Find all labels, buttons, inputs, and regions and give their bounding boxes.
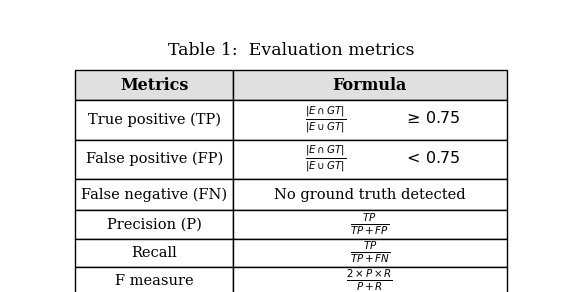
Bar: [233, 267, 507, 292]
Bar: [76, 179, 233, 211]
Bar: [76, 100, 233, 140]
Bar: [233, 239, 507, 267]
Bar: [233, 100, 507, 140]
Text: No ground truth detected: No ground truth detected: [274, 188, 466, 202]
Text: $\frac{TP}{TP+FN}$: $\frac{TP}{TP+FN}$: [349, 240, 390, 265]
Text: True positive (TP): True positive (TP): [87, 113, 220, 127]
Bar: [76, 267, 233, 292]
Text: F measure: F measure: [115, 274, 194, 288]
Bar: [76, 239, 233, 267]
Text: $\frac{TP}{TP+FP}$: $\frac{TP}{TP+FP}$: [350, 212, 389, 237]
Bar: [233, 211, 507, 239]
Text: False negative (FN): False negative (FN): [81, 187, 227, 202]
Text: $\frac{2\times P\times R}{P+R}$: $\frac{2\times P\times R}{P+R}$: [346, 268, 393, 292]
Text: Formula: Formula: [333, 77, 407, 93]
Text: Table 1:  Evaluation metrics: Table 1: Evaluation metrics: [168, 42, 414, 59]
Bar: [76, 211, 233, 239]
Text: $\frac{|E\cap GT|}{|E\cup GT|}$: $\frac{|E\cap GT|}{|E\cup GT|}$: [305, 105, 346, 135]
Text: $\frac{|E\cap GT|}{|E\cup GT|}$: $\frac{|E\cap GT|}{|E\cup GT|}$: [305, 144, 346, 174]
Text: Metrics: Metrics: [120, 77, 189, 93]
Bar: [233, 70, 507, 100]
Bar: [233, 140, 507, 179]
Bar: [233, 179, 507, 211]
Text: $\geq\,0.75$: $\geq\,0.75$: [403, 110, 460, 127]
Text: False positive (FP): False positive (FP): [86, 152, 223, 166]
Text: Recall: Recall: [131, 246, 177, 260]
Bar: [76, 140, 233, 179]
Text: $<\,0.75$: $<\,0.75$: [403, 150, 460, 167]
Bar: [76, 70, 233, 100]
Text: Precision (P): Precision (P): [107, 218, 202, 232]
